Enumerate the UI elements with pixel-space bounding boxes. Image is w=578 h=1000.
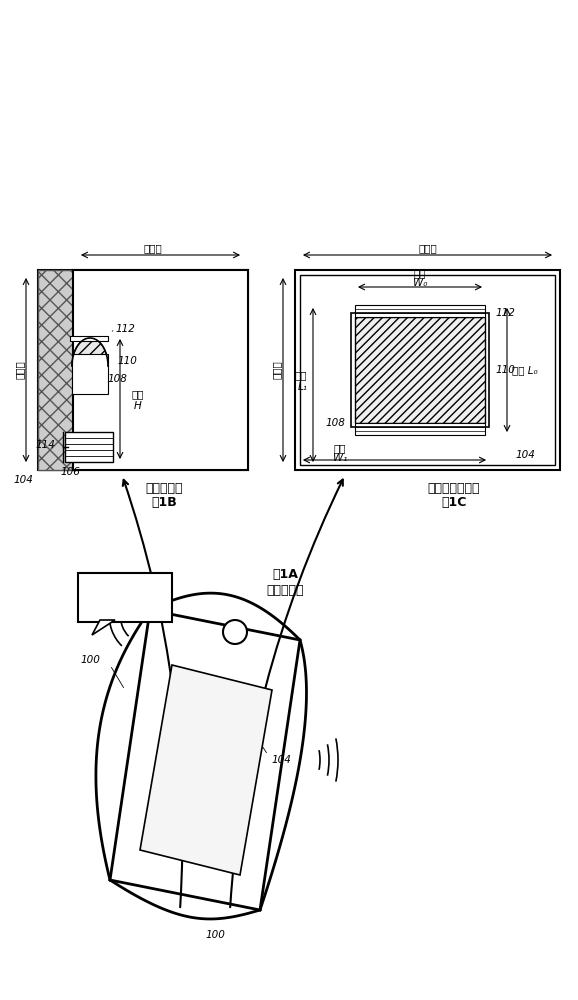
Text: 长度: 长度 [295,370,307,380]
Text: 图1B: 图1B [151,496,177,510]
Text: W₀: W₀ [413,278,427,288]
Text: 104: 104 [515,450,535,460]
Bar [355,305,485,317]
Bar [72,354,108,394]
Text: 100: 100 [205,930,225,940]
Text: 108: 108 [325,418,345,428]
Bar [38,270,248,470]
Text: 宽度轴: 宽度轴 [418,243,437,253]
Bar [355,423,485,435]
Text: 104: 104 [272,755,292,765]
Polygon shape [72,338,108,366]
Text: 长度 L₀: 长度 L₀ [512,365,538,375]
Text: 112: 112 [116,324,136,334]
Bar [73,270,248,470]
Bar [300,275,555,465]
Text: 装置侧视图: 装置侧视图 [145,482,183,494]
Text: W₁: W₁ [333,453,347,463]
Bar [351,313,489,427]
Text: 宽度: 宽度 [414,268,426,278]
Text: 高度轴: 高度轴 [143,243,162,253]
Polygon shape [110,610,300,910]
Text: 114: 114 [35,440,55,450]
Text: 图1C: 图1C [442,496,466,510]
Text: 100: 100 [80,655,100,665]
Text: 长度轴: 长度轴 [272,361,282,379]
Text: H: H [134,401,142,411]
Text: 显示面板底视图: 显示面板底视图 [428,482,480,494]
Text: 装置立体图: 装置立体图 [266,584,304,596]
Text: 112: 112 [495,308,515,318]
Bar [295,270,560,470]
Polygon shape [140,665,272,875]
Text: 106: 106 [60,467,80,477]
Text: 高度: 高度 [132,389,144,399]
FancyBboxPatch shape [78,573,172,622]
Bar [355,317,485,423]
Text: Hi, Jim ...: Hi, Jim ... [100,592,150,602]
Circle shape [223,620,247,644]
Text: 108: 108 [107,374,127,384]
Bar [65,432,113,462]
Text: 长度轴: 长度轴 [15,361,25,379]
Text: L₁: L₁ [298,382,308,392]
Text: 110: 110 [495,365,515,375]
Text: 宽度: 宽度 [334,443,346,453]
Text: 图1A: 图1A [272,568,298,582]
Text: 110: 110 [118,356,138,366]
Bar [70,336,108,341]
Bar [38,270,73,470]
Polygon shape [92,620,115,635]
Text: 104: 104 [13,475,33,485]
